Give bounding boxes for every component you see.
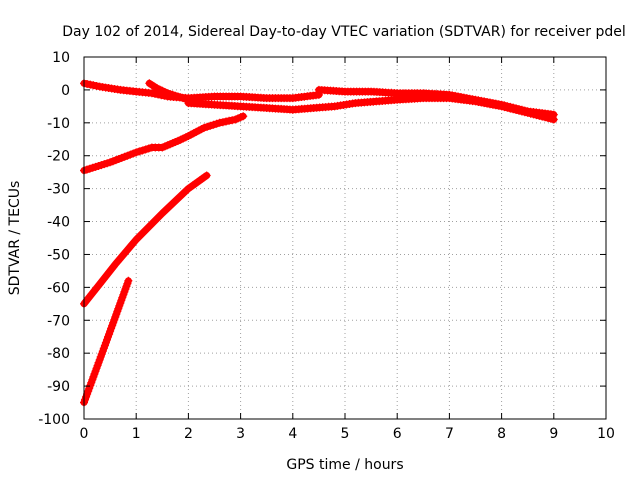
data-point-marker	[239, 112, 248, 121]
y-tick-label: 0	[61, 83, 70, 99]
x-tick-label: 9	[549, 426, 558, 442]
series-track-5	[80, 112, 248, 175]
y-tick-label: -40	[47, 215, 70, 231]
y-tick-label: -100	[38, 412, 70, 428]
y-tick-label: -80	[47, 346, 70, 362]
data-point-marker	[549, 110, 558, 119]
x-tick-label: 0	[80, 426, 89, 442]
y-tick-label: -60	[47, 280, 70, 296]
x-tick-label: 10	[597, 426, 615, 442]
series-track-2	[145, 79, 193, 104]
x-tick-label: 8	[497, 426, 506, 442]
y-axis-label: SDTVAR / TECUs	[7, 181, 23, 296]
y-tick-label: 10	[52, 50, 70, 66]
series-track-4	[314, 85, 558, 119]
x-tick-label: 4	[288, 426, 297, 442]
x-tick-label: 5	[341, 426, 350, 442]
series-track-1	[80, 79, 323, 103]
y-tick-label: -10	[47, 116, 70, 132]
chart-title: Day 102 of 2014, Sidereal Day-to-day VTE…	[62, 24, 626, 40]
axis-ticks: 0 1 2 3 4 5 6 7 8 9 10 10 0 -10 -20 -30 -40 -50 -60 -70 -80 -…	[38, 50, 615, 442]
x-tick-label: 3	[236, 426, 245, 442]
x-tick-label: 6	[393, 426, 402, 442]
data-point-marker	[124, 276, 133, 285]
y-tick-label: -70	[47, 313, 70, 329]
x-tick-label: 7	[445, 426, 454, 442]
x-tick-label: 2	[184, 426, 193, 442]
y-tick-label: -50	[47, 247, 70, 263]
y-tick-label: -90	[47, 379, 70, 395]
x-axis-label: GPS time / hours	[286, 457, 403, 473]
y-tick-label: -20	[47, 149, 70, 165]
data-series	[80, 79, 558, 407]
data-point-marker	[202, 171, 211, 180]
y-tick-label: -30	[47, 182, 70, 198]
x-tick-label: 1	[132, 426, 141, 442]
series-track-6	[80, 171, 211, 308]
